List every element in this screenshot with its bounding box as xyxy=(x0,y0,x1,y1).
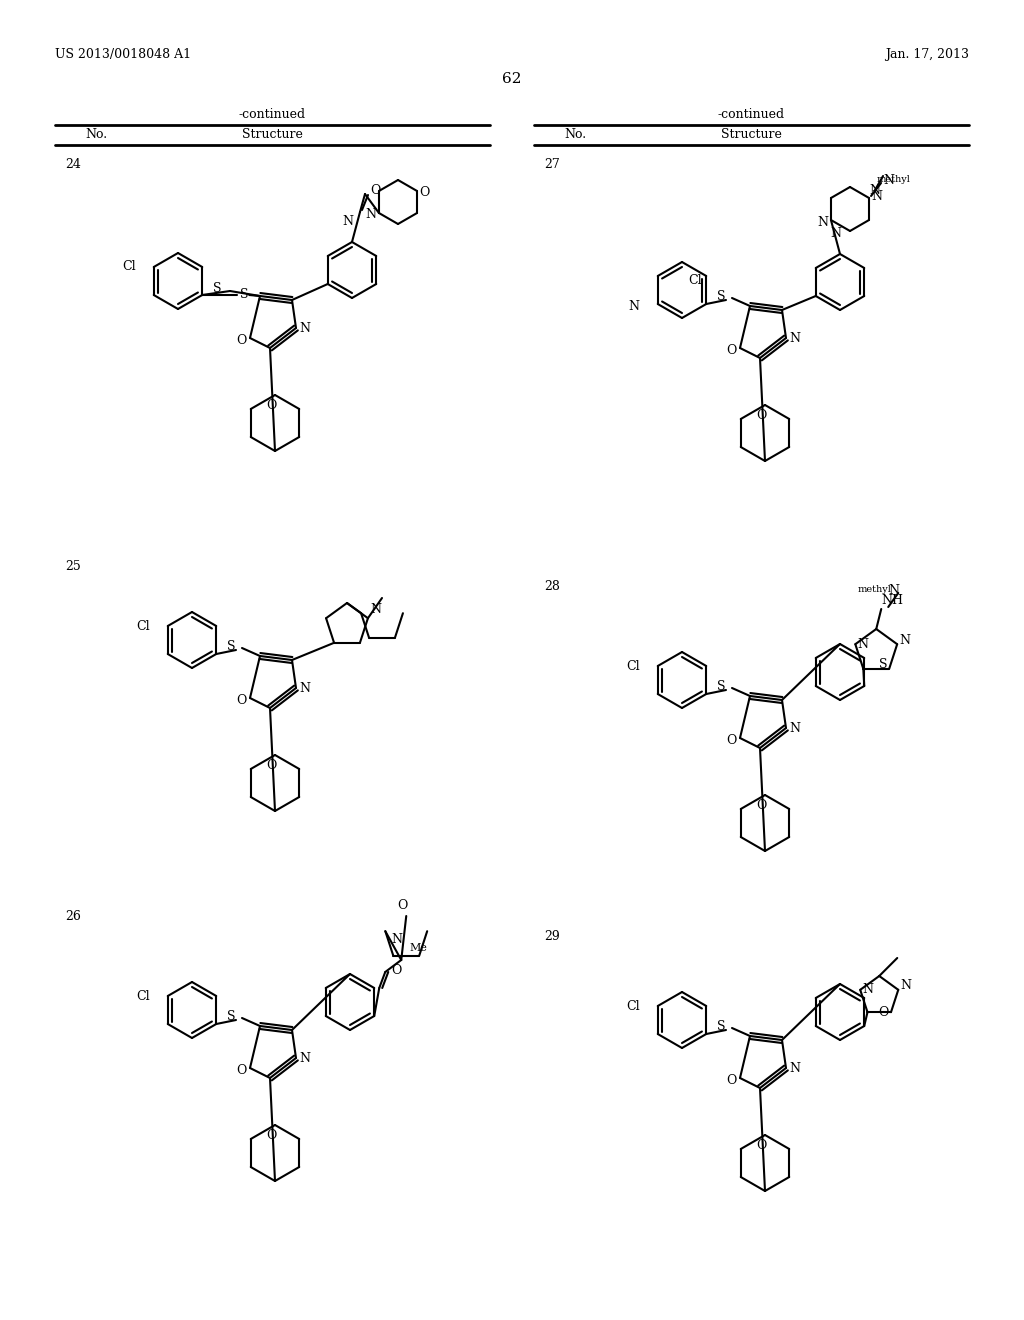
Text: 62: 62 xyxy=(502,73,522,86)
Text: N: N xyxy=(900,979,911,993)
Text: Cl: Cl xyxy=(136,619,150,632)
Text: Cl: Cl xyxy=(122,260,136,273)
Text: O: O xyxy=(726,1073,736,1086)
Text: 26: 26 xyxy=(65,909,81,923)
Text: O: O xyxy=(236,693,247,706)
Text: -continued: -continued xyxy=(239,108,305,121)
Text: S: S xyxy=(241,289,249,301)
Text: O: O xyxy=(756,409,766,422)
Text: NH: NH xyxy=(882,594,903,607)
Text: N: N xyxy=(299,681,310,694)
Text: O: O xyxy=(266,1129,276,1142)
Text: O: O xyxy=(419,186,429,199)
Text: N: N xyxy=(299,322,310,334)
Text: S: S xyxy=(213,281,222,294)
Text: 25: 25 xyxy=(65,560,81,573)
Text: S: S xyxy=(718,1019,726,1032)
Text: N: N xyxy=(857,638,868,651)
Text: N: N xyxy=(869,183,881,197)
Text: O: O xyxy=(397,899,408,912)
Text: Structure: Structure xyxy=(721,128,781,141)
Text: Cl: Cl xyxy=(136,990,150,1002)
Text: Structure: Structure xyxy=(242,128,302,141)
Text: N: N xyxy=(342,215,353,228)
Text: Cl: Cl xyxy=(626,999,640,1012)
Text: N: N xyxy=(370,603,381,616)
Text: N: N xyxy=(790,1061,800,1074)
Text: Jan. 17, 2013: Jan. 17, 2013 xyxy=(885,48,969,61)
Text: N: N xyxy=(790,722,800,734)
Text: methyl: methyl xyxy=(877,176,911,185)
Text: O: O xyxy=(726,343,736,356)
Text: O: O xyxy=(391,964,401,977)
Text: S: S xyxy=(227,639,236,652)
Text: O: O xyxy=(236,334,247,346)
Text: Me: Me xyxy=(410,942,427,953)
Text: S: S xyxy=(718,289,726,302)
Text: O: O xyxy=(756,1139,766,1152)
Text: No.: No. xyxy=(85,128,108,141)
Text: N: N xyxy=(862,983,873,997)
Text: O: O xyxy=(756,799,766,812)
Text: 29: 29 xyxy=(544,931,560,942)
Text: O: O xyxy=(879,1006,889,1019)
Text: S: S xyxy=(227,1010,236,1023)
Text: S: S xyxy=(718,680,726,693)
Text: O: O xyxy=(370,183,380,197)
Text: N: N xyxy=(392,933,402,946)
Text: N: N xyxy=(629,300,640,313)
Text: 28: 28 xyxy=(544,579,560,593)
Text: Cl: Cl xyxy=(626,660,640,672)
Text: N: N xyxy=(790,331,800,345)
Text: N: N xyxy=(299,1052,310,1064)
Text: US 2013/0018048 A1: US 2013/0018048 A1 xyxy=(55,48,191,61)
Text: -continued: -continued xyxy=(718,108,784,121)
Text: S: S xyxy=(879,659,887,672)
Text: N: N xyxy=(817,215,828,228)
Text: N: N xyxy=(830,227,842,240)
Text: No.: No. xyxy=(564,128,586,141)
Text: 27: 27 xyxy=(544,158,560,172)
Text: O: O xyxy=(236,1064,247,1077)
Text: N: N xyxy=(899,634,910,647)
Text: Cl: Cl xyxy=(688,273,702,286)
Text: methyl: methyl xyxy=(857,585,891,594)
Text: O: O xyxy=(266,399,276,412)
Text: N: N xyxy=(888,585,899,598)
Text: N: N xyxy=(883,173,894,186)
Text: 24: 24 xyxy=(65,158,81,172)
Text: O: O xyxy=(726,734,736,747)
Text: N: N xyxy=(365,209,376,222)
Text: N: N xyxy=(871,190,882,202)
Text: O: O xyxy=(266,759,276,772)
